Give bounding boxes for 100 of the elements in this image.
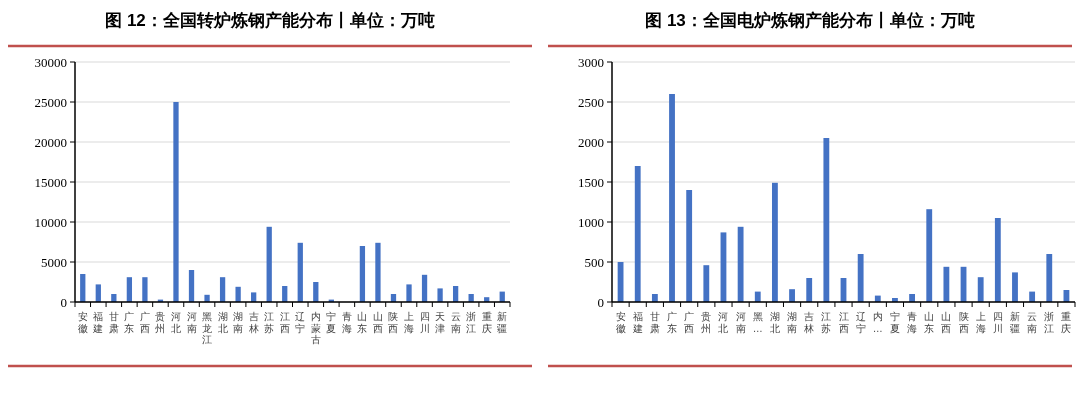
bar	[634, 166, 641, 302]
bar	[204, 294, 210, 302]
y-tick-label: 0	[60, 294, 67, 310]
x-tick-label: 云南	[450, 311, 461, 334]
x-tick-label: 陕西	[958, 311, 969, 334]
bar	[421, 274, 428, 302]
x-tick-label: 江苏	[821, 311, 832, 334]
bar	[142, 277, 148, 302]
bar	[359, 246, 366, 302]
bar	[823, 138, 830, 302]
x-tick-label: 河北	[170, 311, 181, 334]
x-tick-label: 湖南	[787, 311, 798, 334]
x-tick-label: 天津	[435, 311, 446, 334]
x-tick-label: 广东	[667, 311, 678, 334]
x-tick-label: 吉林	[247, 311, 259, 334]
x-tick-label: 安徽	[615, 311, 626, 334]
y-tick-label: 25000	[34, 94, 67, 110]
bar	[994, 218, 1001, 302]
x-tick-label: 山西	[372, 311, 383, 334]
x-tick-label: 贵州	[701, 311, 712, 334]
x-tick-label: 辽宁	[855, 311, 866, 334]
x-tick-label: 重庆	[481, 311, 492, 334]
y-tick-label: 2000	[578, 134, 604, 150]
y-tick-label: 30000	[34, 54, 67, 70]
x-tick-label: 黑龙江	[202, 311, 213, 345]
bar	[235, 286, 241, 302]
y-tick-label: 10000	[34, 214, 67, 230]
y-tick-label: 2500	[578, 94, 604, 110]
x-tick-label: 河北	[718, 311, 729, 334]
x-tick-label: 湖南	[233, 311, 244, 334]
x-tick-label: 上海	[975, 311, 986, 334]
chart-title: 图 12：全国转炉炼钢产能分布丨单位：万吨	[105, 11, 435, 30]
x-tick-label: 甘肃	[649, 311, 660, 334]
x-tick-label: 江西	[279, 311, 290, 334]
bar	[313, 282, 319, 302]
x-tick-label: 甘肃	[108, 311, 119, 334]
y-tick-label: 500	[584, 254, 604, 270]
bar	[406, 284, 412, 302]
x-tick-label: 云南	[1027, 311, 1038, 334]
bar	[686, 190, 693, 302]
x-tick-label: 浙江	[1044, 311, 1055, 334]
y-tick-label: 1000	[578, 214, 604, 230]
bar	[375, 242, 381, 302]
x-tick-label: 江西	[838, 311, 849, 334]
bar	[857, 254, 864, 302]
bar	[80, 274, 86, 302]
x-tick-label: 河南	[186, 311, 197, 334]
x-tick-label: 新疆	[497, 311, 508, 334]
x-tick-label: 山东	[357, 311, 368, 334]
y-tick-label: 1500	[578, 174, 604, 190]
x-tick-label: 广西	[139, 311, 150, 334]
x-tick-label: 安徽	[77, 311, 88, 334]
y-tick-label: 20000	[34, 134, 67, 150]
x-tick-label: 福建	[92, 311, 104, 334]
x-tick-label: 青海	[341, 311, 352, 334]
bar	[977, 277, 984, 302]
x-tick-label: 广西	[684, 311, 695, 334]
x-tick-label: 浙江	[466, 311, 477, 334]
y-tick-label: 0	[597, 294, 604, 310]
bar	[126, 277, 133, 302]
bar	[943, 266, 950, 302]
x-tick-label: 广东	[124, 311, 135, 334]
bar	[1046, 254, 1053, 302]
x-tick-label: 陕西	[388, 311, 399, 334]
x-tick-label: 山东	[924, 311, 935, 334]
bar	[188, 270, 195, 302]
bar	[266, 226, 272, 302]
bar	[437, 288, 443, 302]
x-tick-label: 上海	[404, 311, 415, 334]
bar	[1012, 272, 1018, 302]
chart-title: 图 13：全国电炉炼钢产能分布丨单位：万吨	[645, 11, 975, 30]
x-tick-label: 山西	[941, 311, 952, 334]
x-tick-label: 青海	[907, 311, 918, 334]
x-tick-label: 湖北	[217, 311, 228, 334]
x-tick-label: 新疆	[1009, 311, 1020, 334]
x-tick-label: 贵州	[155, 311, 166, 334]
bar	[703, 265, 710, 302]
bar	[789, 289, 795, 302]
y-tick-label: 15000	[34, 174, 67, 190]
x-tick-label: 江苏	[264, 311, 275, 334]
bar	[926, 209, 933, 302]
x-tick-label: 宁夏	[889, 311, 900, 334]
bar	[806, 278, 813, 302]
x-tick-label: 四川	[992, 311, 1003, 334]
bar	[173, 102, 179, 302]
x-tick-label: 宁夏	[326, 311, 337, 334]
x-tick-label: 四川	[419, 311, 430, 334]
x-tick-label: 河南	[735, 311, 746, 334]
x-tick-label: 福建	[631, 311, 643, 334]
bar	[669, 94, 675, 302]
y-tick-label: 5000	[41, 254, 67, 270]
bar	[297, 242, 303, 302]
bar	[219, 277, 226, 302]
bar	[737, 226, 744, 302]
x-tick-label: 吉林	[803, 311, 815, 334]
x-tick-label: 重庆	[1061, 311, 1072, 334]
x-tick-label: 内蒙古	[310, 311, 321, 345]
x-tick-label: 辽宁	[295, 311, 306, 334]
x-tick-label: 湖北	[769, 311, 780, 334]
x-tick-label: 内…	[872, 311, 883, 334]
